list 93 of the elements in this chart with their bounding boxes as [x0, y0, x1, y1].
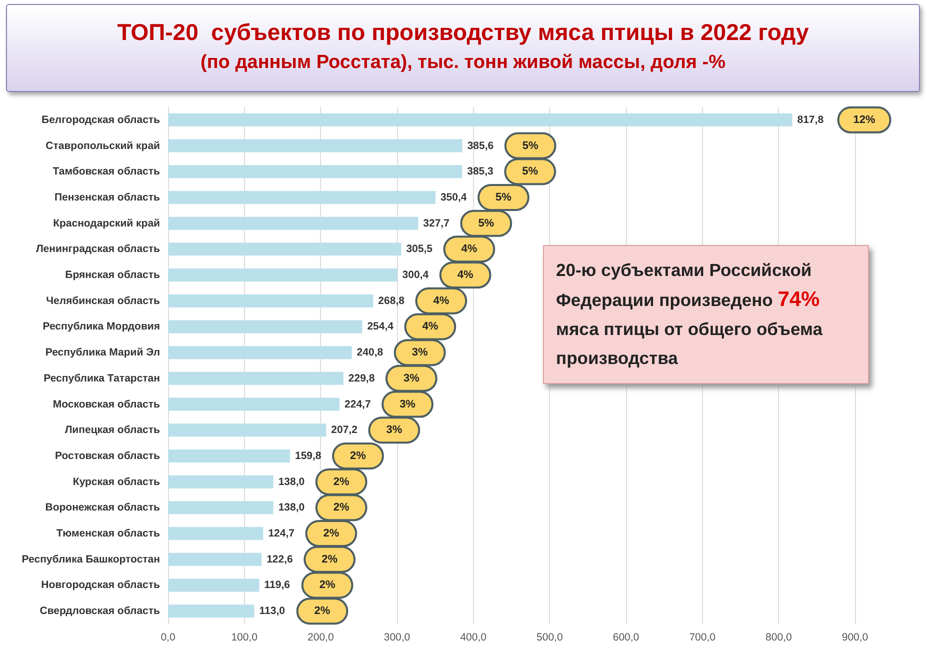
- annotation: 5%: [496, 191, 512, 204]
- y-tick-label: Брянская область: [65, 269, 161, 282]
- data-label: 268,8: [378, 294, 405, 307]
- annotation: 3%: [412, 346, 428, 359]
- bar: [168, 475, 274, 488]
- y-tick-label: Республика Татарстан: [44, 372, 160, 384]
- annotation: 4%: [461, 243, 478, 256]
- bar: [168, 604, 254, 618]
- y-tick-label: Курская область: [72, 476, 161, 488]
- annotation: 4%: [457, 269, 474, 282]
- y-tick-label: Республика Мордовия: [42, 320, 160, 333]
- data-label: 385,3: [467, 166, 494, 178]
- y-tick-label: Челябинская область: [46, 294, 161, 307]
- bar: [168, 113, 792, 126]
- annotation: 2%: [350, 450, 366, 462]
- annotation: 2%: [333, 502, 350, 514]
- data-label: 224,7: [344, 398, 371, 410]
- x-tick-label: 300,0: [384, 632, 410, 644]
- y-tick-label: Республика Башкортостан: [22, 553, 160, 566]
- data-label: 122,6: [266, 553, 294, 566]
- annotation: 2%: [319, 579, 336, 592]
- annotation: 2%: [314, 605, 330, 618]
- x-tick-label: 400,0: [460, 632, 487, 644]
- data-label: 159,8: [294, 450, 322, 462]
- bar: [168, 578, 260, 592]
- data-label: 119,6: [264, 579, 290, 592]
- x-tick-label: 100,0: [231, 632, 258, 644]
- bar: [168, 398, 340, 411]
- bar: [168, 294, 374, 308]
- chart-title: ТОП-20 субъектов по производству мяса птицы в 2022 году: [116, 19, 810, 46]
- y-tick-label: Пензенская область: [54, 191, 161, 204]
- annotation: 2%: [333, 476, 350, 488]
- annotation: 12%: [853, 114, 876, 126]
- data-label: 124,7: [268, 528, 295, 540]
- bar: [168, 165, 462, 178]
- bar: [168, 346, 352, 360]
- data-label: 254,4: [367, 320, 394, 333]
- bar: [168, 552, 262, 566]
- annotation: 5%: [478, 217, 494, 230]
- y-tick-label: Ростовская область: [54, 450, 161, 462]
- y-tick-label: Свердловская область: [40, 605, 161, 618]
- data-label: 229,8: [348, 372, 375, 384]
- data-label: 113,0: [259, 605, 286, 618]
- data-label: 240,8: [356, 346, 384, 359]
- bar: [168, 424, 326, 437]
- annotation: 2%: [323, 528, 340, 540]
- chart-subtitle: (по данным Росстата), тыс. тонн живой массы, доля -%: [200, 52, 726, 74]
- data-label: 327,7: [423, 217, 450, 230]
- y-tick-label: Белгородская область: [42, 114, 161, 126]
- data-label: 385,6: [467, 140, 494, 152]
- y-tick-label: Ставропольский край: [46, 140, 160, 152]
- y-tick-label: Краснодарский край: [53, 217, 160, 230]
- annotation: 4%: [433, 294, 450, 307]
- bar: [168, 216, 418, 230]
- x-tick-label: 600,0: [612, 632, 640, 644]
- x-tick-label: 800,0: [766, 632, 792, 644]
- y-tick-label: Ленинградская область: [36, 243, 161, 256]
- data-label: 817,8: [797, 114, 824, 126]
- annotation: 20-ю субъектами Российской Федерации произведено 74% мяса птицы от общего объема производства: [556, 260, 822, 368]
- data-label: 300,4: [402, 269, 429, 282]
- data-label: 138,0: [278, 502, 305, 514]
- data-label: 305,5: [406, 243, 433, 256]
- bar: [168, 449, 290, 462]
- annotation: 3%: [403, 372, 420, 384]
- data-label: 207,2: [331, 424, 358, 436]
- data-label: 350,4: [440, 191, 467, 204]
- bar: [168, 527, 264, 540]
- annotation: 2%: [322, 553, 338, 566]
- bar: [168, 190, 436, 204]
- data-label: 138,0: [278, 476, 305, 488]
- annotation: 3%: [400, 398, 416, 410]
- bar: [168, 320, 362, 334]
- annotation: 5%: [522, 166, 538, 178]
- bar: [168, 501, 274, 514]
- bar: [168, 372, 344, 385]
- y-tick-label: Воронежская область: [45, 502, 161, 514]
- bar: [168, 139, 462, 152]
- x-tick-label: 0,0: [160, 632, 176, 644]
- y-tick-label: Липецкая область: [64, 424, 161, 436]
- y-tick-label: Тамбовская область: [52, 166, 161, 178]
- annotation: 3%: [386, 424, 402, 436]
- x-tick-label: 700,0: [689, 632, 716, 644]
- x-tick-label: 900,0: [842, 632, 868, 644]
- y-tick-label: Тюменская область: [56, 528, 161, 540]
- y-tick-label: Новгородская область: [41, 579, 161, 592]
- bar: [168, 268, 398, 282]
- x-tick-label: 200,0: [308, 632, 334, 644]
- bar: [168, 242, 402, 256]
- annotation: 4%: [422, 320, 438, 333]
- annotation: 5%: [522, 140, 539, 152]
- x-tick-label: 500,0: [536, 632, 563, 644]
- y-tick-label: Республика Марий Эл: [45, 346, 160, 359]
- y-tick-label: Московская область: [52, 398, 161, 410]
